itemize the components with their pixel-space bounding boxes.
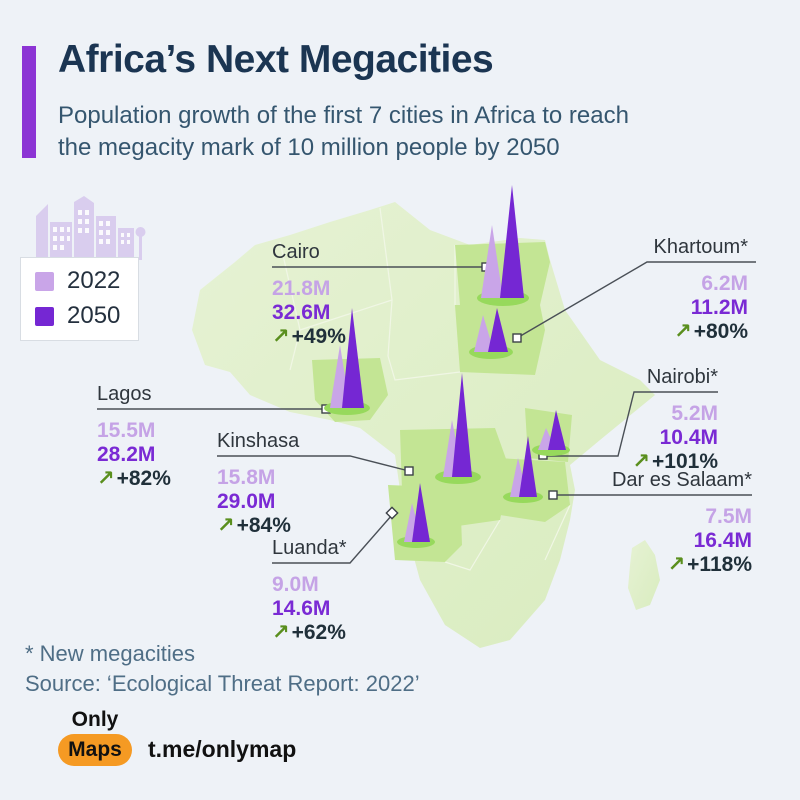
growth-arrow-icon: ↗ [217,514,235,537]
telegram-handle-link[interactable]: t.me/onlymap [148,736,297,762]
growth-percent: +101% [652,450,718,473]
legend-label-2022: 2022 [67,267,121,294]
growth-arrow-icon: ↗ [674,320,692,343]
population-2022: 9.0M [272,573,319,596]
population-2050: 10.4M [659,426,718,449]
city-name: Nairobi* [646,366,718,388]
growth-percent: +62% [291,621,346,644]
growth-percent: +82% [116,467,171,490]
subtitle-line-2: the megacity mark of 10 million people b… [58,133,560,161]
population-2022: 6.2M [701,272,748,295]
legend-item-2022: 2022 [35,267,120,295]
spike-luanda [397,483,435,548]
only-maps-logo: Only Maps [52,708,138,766]
city-callout-kinshasa: Kinshasa 15.8M 29.0M ↗ +84% [217,428,299,538]
logo-text-only: Only [71,708,119,731]
growth-row: ↗ +101% [632,450,718,474]
population-2050: 32.6M [272,301,331,324]
population-2022: 5.2M [671,402,718,425]
city-callout-luanda: Luanda* 9.0M 14.6M ↗ +62% [272,535,347,645]
population-2050: 11.2M [690,296,748,319]
subtitle-line-1: Population growth of the first 7 cities … [58,102,629,129]
population-2050: 16.4M [693,529,752,552]
title-accent-bar [22,46,36,158]
growth-arrow-icon: ↗ [667,553,686,576]
city-callout-khartoum: Khartoum* 6.2M 11.2M ↗ +80% [654,234,749,344]
growth-percent: +84% [236,514,291,537]
legend-label-2050: 2050 [67,302,121,329]
growth-arrow-icon: ↗ [632,450,651,473]
spike-kinshasa [435,373,481,484]
marker-dar-es-salaam [548,490,558,500]
city-name: Lagos [97,383,152,405]
marker-khartoum [512,333,522,343]
growth-row: ↗ +82% [97,467,171,491]
growth-arrow-icon: ↗ [272,621,290,644]
spike-lagos [324,308,370,415]
country-borders [279,207,571,571]
growth-row: ↗ +118% [612,553,752,577]
legend-swatch-2050 [35,306,54,326]
legend: 2022 2050 [20,257,140,341]
spike-cairo [477,185,529,306]
city-skyline-icon [36,196,146,260]
population-2022: 7.5M [705,505,752,528]
page-subtitle: Population growth of the first 7 cities … [58,100,629,163]
population-2050: 29.0M [217,490,276,513]
growth-arrow-icon: ↗ [272,325,290,348]
city-callout-dar-es-salaam: Dar es Salaam* 7.5M 16.4M ↗ +118% [612,467,752,577]
spike-nairobi [532,410,570,456]
city-callout-cairo: Cairo 21.8M 32.6M ↗ +49% [272,239,346,349]
country-egypt [455,242,550,305]
marker-kinshasa [404,466,414,476]
city-name: Dar es Salaam* [611,469,752,491]
growth-row: ↗ +84% [217,514,299,538]
city-callout-lagos: Lagos 15.5M 28.2M ↗ +82% [97,381,171,491]
growth-percent: +49% [291,325,346,348]
growth-percent: +118% [687,553,752,576]
page-title: Africa’s Next Megacities [58,38,494,81]
legend-item-2050: 2050 [35,302,120,330]
city-name: Kinshasa [217,430,300,452]
city-name: Cairo [272,241,320,263]
population-2022: 15.8M [217,466,276,489]
population-2022: 21.8M [272,277,331,300]
city-callout-nairobi: Nairobi* 5.2M 10.4M ↗ +101% [632,364,718,474]
source-credit: Source: ‘Ecological Threat Report: 2022’ [25,671,420,696]
madagascar-shape [628,540,660,610]
population-spikes [324,185,570,548]
growth-row: ↗ +49% [272,325,346,349]
city-name: Luanda* [272,537,347,559]
population-2050: 14.6M [272,597,331,620]
population-2022: 15.5M [97,419,156,442]
growth-row: ↗ +80% [654,320,748,344]
spike-dar-es-salaam [503,436,543,503]
growth-row: ↗ +62% [272,621,347,645]
population-2050: 28.2M [97,443,156,466]
logo-pill-maps: Maps [58,734,132,766]
city-name: Khartoum* [653,236,749,258]
new-megacities-footnote: * New megacities [25,641,195,666]
marker-luanda [385,506,399,520]
growth-arrow-icon: ↗ [97,467,115,490]
growth-percent: +80% [693,320,748,343]
continent-shape [192,202,660,648]
connector-lines [97,261,756,564]
legend-swatch-2022 [35,271,54,291]
spike-khartoum [469,308,513,359]
